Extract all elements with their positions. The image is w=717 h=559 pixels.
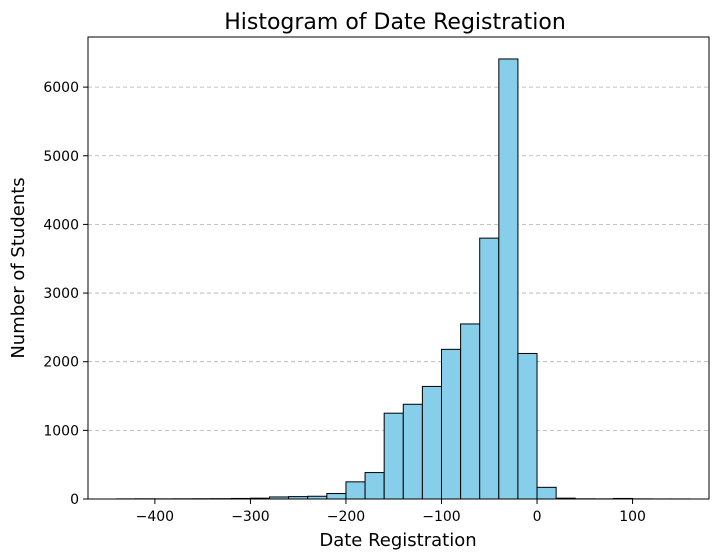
histogram-bars — [116, 58, 691, 500]
y-tick-label-1: 1000 — [43, 423, 79, 439]
histogram-bar-18 — [460, 323, 481, 500]
x-tick-label-1: −300 — [231, 509, 269, 525]
histogram-bar-17 — [440, 348, 462, 500]
histogram-bar-19 — [479, 237, 500, 500]
y-axis-label: Number of Students — [8, 177, 29, 358]
histogram-bar-20 — [498, 58, 519, 500]
histogram-bar-21 — [517, 352, 538, 500]
y-tick-label-3: 3000 — [43, 286, 79, 302]
x-tick-label-0: −400 — [136, 509, 174, 525]
plot-frame — [87, 36, 710, 500]
x-axis-ticks: −400 −300 −200 −100 0 100 — [136, 499, 646, 525]
histogram-bar-13 — [364, 472, 385, 500]
histogram-bar-11 — [326, 493, 347, 500]
y-tick-label-6: 6000 — [43, 80, 79, 96]
histogram-bar-22 — [536, 486, 557, 500]
x-tick-label-4: 0 — [533, 509, 542, 525]
histogram-bar-12 — [345, 481, 366, 500]
x-tick-label-2: −200 — [327, 509, 365, 525]
histogram-bar-16 — [421, 385, 442, 500]
x-tick-label-3: −100 — [422, 509, 460, 525]
x-tick-label-5: 100 — [619, 509, 646, 525]
y-tick-label-5: 5000 — [43, 149, 79, 165]
y-tick-label-2: 2000 — [43, 355, 79, 371]
y-tick-label-4: 4000 — [43, 217, 79, 233]
histogram-bar-15 — [402, 403, 423, 500]
y-tick-label-0: 0 — [70, 492, 79, 508]
histogram-bar-14 — [383, 412, 404, 500]
gridlines — [88, 86, 709, 431]
x-axis-label: Date Registration — [319, 530, 476, 551]
chart-title: Histogram of Date Registration — [224, 10, 566, 35]
y-axis-ticks: 0 1000 2000 3000 4000 5000 6000 — [43, 80, 88, 508]
